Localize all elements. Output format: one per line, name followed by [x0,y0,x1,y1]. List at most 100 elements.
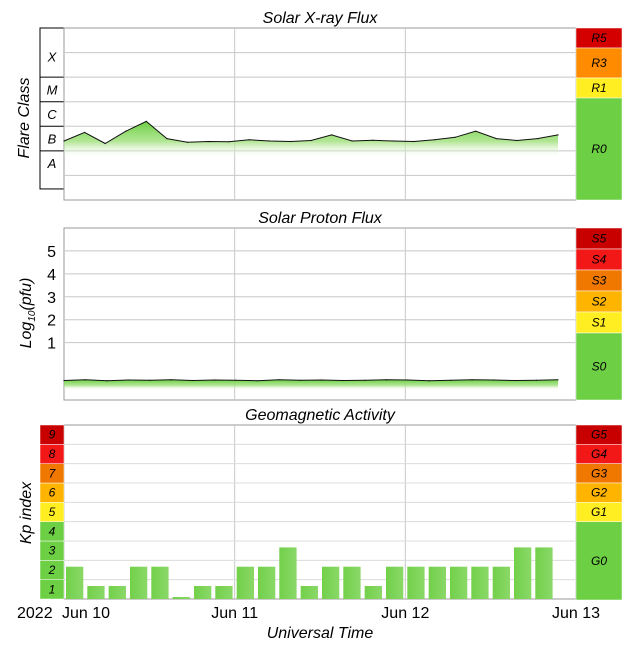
proton-tick-4: 4 [47,267,56,284]
proton-tick-3: 3 [47,290,56,307]
scale-label-r5: R5 [591,31,607,45]
scale-label-g1: G1 [591,505,607,519]
class-label-x: X [47,49,58,64]
proton-flux-point [407,379,409,381]
kp-bar [130,566,148,599]
proton-y-label: Log10(pfu) [18,278,38,349]
kp-bar [236,566,254,599]
proton-gridlines [64,228,576,400]
proton-flux-point [278,379,280,381]
kp-bar [66,566,84,599]
proton-flux-point [493,379,495,381]
kp-bar [428,566,446,599]
xray-flux-point [372,139,374,141]
proton-flux-point [299,379,301,381]
radio-blackout-scale: R5 R3 R1 R0 [575,27,623,201]
radiation-storm-scale: S5 S4 S3 S2 S1 S0 [575,227,623,401]
xray-flux-area [64,121,558,158]
proton-flux-point [342,379,344,382]
proton-tick-2: 2 [47,313,56,330]
kp-tick-5: 5 [49,505,56,519]
proton-tick-1: 1 [47,336,56,353]
proton-y-label-tail: (pfu) [18,278,35,311]
scale-label-r0: R0 [591,142,607,156]
scale-label-r3: R3 [591,56,607,70]
kp-axis-ticks: 1 2 3 4 5 6 7 8 9 [39,424,65,600]
proton-flux-point [149,379,151,381]
xray-flux-point [63,140,65,142]
x-axis-title: Universal Time [267,625,374,642]
class-label-c: C [47,107,57,122]
xray-flux-point [413,140,415,143]
xray-flux-point [228,141,230,143]
xray-plot-area [63,27,577,201]
class-label-b: B [48,132,57,147]
proton-flux-point [514,379,516,382]
scale-cell-r3 [575,47,623,79]
proton-flux-point [256,380,258,382]
scale-label-r1: R1 [591,81,606,95]
xray-flux-point [557,134,559,136]
kp-bar [450,566,468,599]
kp-tick-6: 6 [49,486,56,500]
x-tick-label: Jun 13 [552,605,600,622]
kp-bar [492,566,510,599]
kp-gridlines [64,425,576,599]
proton-flux-line [63,379,559,382]
proton-flux-point [535,379,538,381]
kp-tick-4: 4 [49,524,56,538]
xray-flux-point [454,136,456,138]
scale-label-g4: G4 [591,447,607,461]
xray-flux-point [104,142,106,145]
kp-tick-7: 7 [49,466,57,480]
class-label-a: A [47,156,57,171]
xray-flux-point [433,139,436,141]
proton-flux-point [213,379,215,381]
proton-flux-point [471,379,473,381]
proton-flux-point [127,379,129,381]
xray-title: Solar X-ray Flux [263,10,379,27]
class-label-m: M [47,82,58,97]
scale-label-s3: S3 [592,274,607,288]
scale-label-g5: G5 [591,428,607,442]
kp-tick-1: 1 [49,582,56,596]
kp-bar [364,586,382,599]
kp-bar [386,566,404,599]
proton-flux-point [170,379,172,381]
proton-flux-point [235,379,237,381]
kp-tick-9: 9 [49,428,56,442]
xray-flux-point [516,139,518,142]
kp-bar [300,586,318,599]
xray-flux-point [125,130,127,132]
kp-bar [407,566,425,599]
scale-cell-g0 [575,521,623,601]
xray-flux-point [310,139,312,142]
proton-flux-series [63,379,559,390]
scale-label-s1: S1 [592,316,607,330]
scale-cell-r0 [575,97,623,201]
kp-bar [343,566,361,599]
scale-label-g2: G2 [591,486,607,500]
kp-bar [194,586,212,599]
kp-tick-3: 3 [49,544,56,558]
xray-y-label: Flare Class [16,78,33,159]
xray-flux-point [495,138,497,140]
xray-flux-point [166,138,168,140]
xray-flux-point [207,140,209,143]
proton-title: Solar Proton Flux [258,210,383,227]
class-box-frame [39,27,65,190]
xray-flux-point [475,130,477,132]
proton-flux-point [450,379,452,381]
kp-level-cell [39,424,65,445]
scale-label-s0: S0 [592,360,607,374]
geomag-plot-area [63,424,577,600]
scale-label-s4: S4 [592,253,607,267]
xray-flux-point [269,140,271,142]
xray-flux-point [351,140,353,142]
kp-bar [87,586,105,599]
xray-flux-point [392,140,394,142]
x-tick-label: Jun 11 [211,605,258,622]
kp-bar [215,586,233,599]
proton-flux-point [364,379,366,381]
